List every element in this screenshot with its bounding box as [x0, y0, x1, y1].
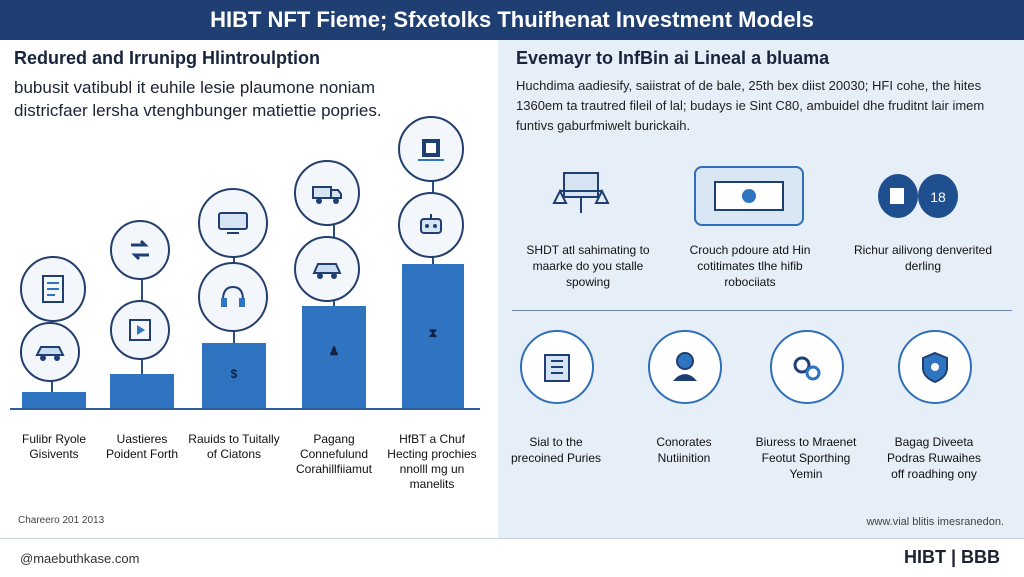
page-header: HIBT NFT Fieme; Sfxetolks Thuifhenat Inv…: [0, 0, 1024, 40]
gears-icon: [770, 330, 844, 404]
step-label: Pagang Connefulund Corahillfiiamut: [295, 432, 373, 476]
panel-divider: [488, 40, 498, 538]
play-icon: [110, 300, 170, 360]
swap-icon: [110, 220, 170, 280]
step-label: Uastieres Poident Forth: [105, 432, 179, 461]
left-panel: Redured and Irrunipg Hlintroulption bubu…: [0, 40, 488, 538]
step-label: Rauids to Tuitally of Ciatons: [188, 432, 280, 461]
card-label: Conorates Nutiinition: [656, 435, 712, 465]
vehicle-icon: [294, 236, 360, 302]
robot-icon: [398, 192, 464, 258]
bar-mark: $: [230, 367, 238, 381]
badge-text: 18: [930, 189, 946, 205]
bar-step-2: [110, 374, 174, 408]
right-intro: Huchdima aadiesify, saiistrat of de bale…: [516, 78, 985, 133]
footer-handle: @maebuthkase.com: [20, 551, 140, 566]
card-label: Crouch pdoure atd Hin cotitimates tlhe h…: [689, 243, 811, 289]
bar-step-5: ⧗: [402, 264, 464, 408]
card-label: Bagag Diveeta Podras Ruwaihes off roadhi…: [886, 435, 982, 481]
left-title: Redured and Irrunipg Hlintroulption: [14, 48, 320, 68]
card-label: SHDT atl sahimating to maarke do you sta…: [526, 243, 650, 289]
scale-icon: [546, 158, 616, 228]
step-label: HfBT a Chuf Hecting prochies nnolll mg u…: [387, 432, 477, 491]
shield-icon: [898, 330, 972, 404]
building-icon: [520, 330, 594, 404]
screen-icon: [198, 188, 268, 258]
page-title: HIBT NFT Fieme; Sfxetolks Thuifhenat Inv…: [210, 7, 814, 32]
section-divider: [512, 310, 1012, 311]
cash-icon: 18: [868, 158, 966, 228]
credit-text: www.vial blitis imesranedon.: [866, 516, 1004, 528]
bar-step-4: ♟: [302, 306, 366, 408]
bar-step-3: $: [202, 343, 266, 408]
page-footer: @maebuthkase.com HIBT | BBB: [0, 538, 1024, 577]
left-footnote: Chareero 201 2013: [18, 515, 105, 526]
headset-icon: [198, 262, 268, 332]
right-panel: Evemayr to InfBin ai Lineal a bluama Huc…: [498, 40, 1024, 538]
card-label: Biuress to Mraenet Feotut Sporthing Yemi…: [755, 435, 857, 481]
bar-step-1: [22, 392, 86, 408]
card-label: Sial to the precoined Puries: [510, 435, 602, 465]
document-icon: [20, 256, 86, 322]
ticket-icon: [694, 166, 804, 226]
car-icon: [20, 322, 80, 382]
person-icon: [648, 330, 722, 404]
truck-icon: [294, 160, 360, 226]
bar-mark: ♟: [328, 344, 340, 358]
right-title: Evemayr to InfBin ai Lineal a bluama: [516, 48, 830, 68]
card-label: Richur ailivong denverited derling: [853, 243, 993, 273]
chip-icon: [398, 116, 464, 182]
bar-mark: ⧗: [428, 326, 438, 340]
chart-baseline: [10, 408, 480, 410]
step-label: Fulibr Ryole Gisivents: [21, 432, 87, 461]
left-intro: bubusit vatibubl it euhile lesie plaumon…: [14, 78, 382, 120]
footer-brand: HIBT | BBB: [903, 547, 1000, 567]
